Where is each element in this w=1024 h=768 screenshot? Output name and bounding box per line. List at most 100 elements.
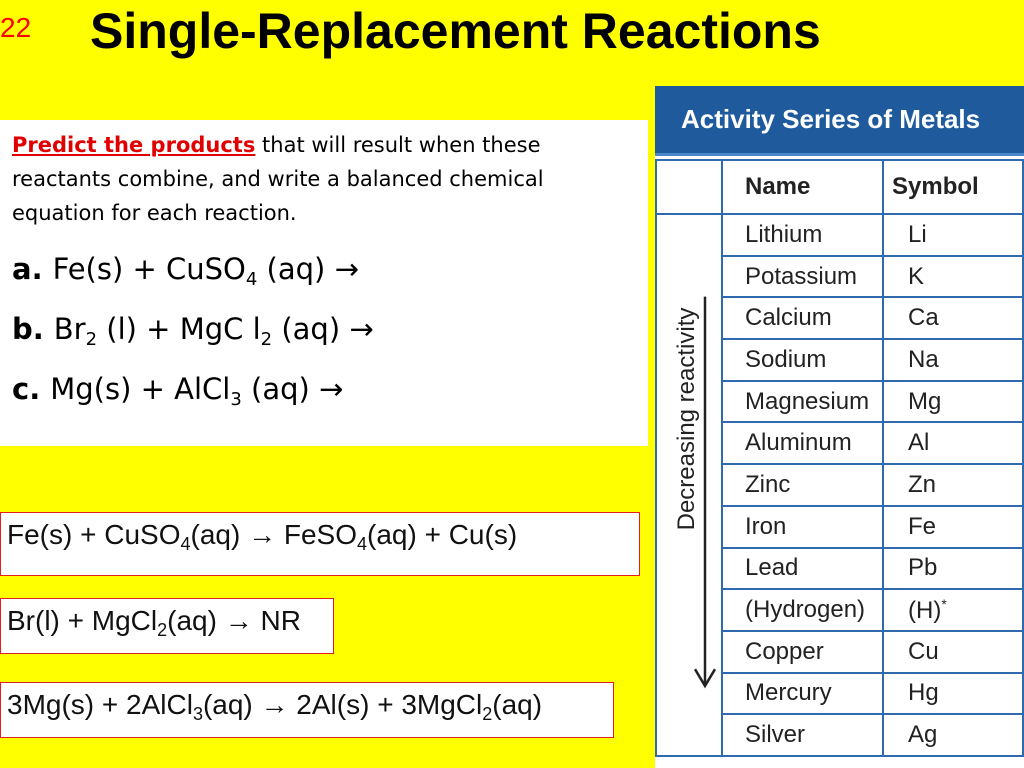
metals-table: Name Symbol Decreasing reactivity Lithium… — [655, 159, 1024, 757]
metal-symbol-cell: K — [882, 254, 1024, 299]
metal-name-cell: Calcium — [721, 296, 884, 341]
subscript: 2 — [157, 620, 168, 640]
reaction-c: c. Mg(s) + AlCl3 (aq) → — [12, 372, 636, 410]
slide-title: Single-Replacement Reactions — [90, 3, 821, 59]
metal-name-cell: Zinc — [721, 463, 884, 507]
metal-symbol: Ca — [908, 304, 939, 332]
reaction-label: a. — [12, 252, 43, 286]
metal-name-cell: Potassium — [721, 254, 884, 299]
subscript: 4 — [245, 269, 258, 290]
reaction-text: (l) + MgC l — [97, 312, 261, 346]
metal-symbol: Hg — [908, 679, 939, 707]
metal-symbol: Fe — [908, 512, 937, 540]
answer-text: (aq) → NR — [167, 605, 301, 636]
metal-symbol-cell: Ca — [882, 296, 1024, 341]
subscript: 2 — [482, 704, 493, 724]
metal-symbol-cell: Zn — [882, 463, 1024, 507]
metal-symbol: Al — [908, 429, 930, 457]
answer-text: (aq) — [492, 689, 543, 720]
metal-symbol-cell: Li — [882, 213, 1024, 257]
metal-symbol-cell: Mg — [882, 379, 1024, 424]
prompt-highlight: Predict the products — [12, 133, 256, 157]
table-row: Magnesium Mg — [656, 379, 1024, 424]
metal-symbol: Cu — [908, 637, 939, 665]
reaction-b: b. Br2 (l) + MgC l2 (aq) → — [12, 312, 636, 350]
metal-name-cell: Silver — [721, 713, 884, 757]
metal-name-cell: (Hydrogen) — [721, 588, 884, 632]
down-arrow-icon — [693, 296, 717, 689]
metal-name-cell: Iron — [721, 504, 884, 549]
activity-series-table: Activity Series of Metals Name Symbol De… — [655, 86, 1024, 768]
metal-symbol: Ag — [908, 721, 938, 749]
table-header-row: Name Symbol — [655, 159, 1024, 215]
reaction-text: Br — [53, 312, 86, 346]
answer-text: (aq) + Cu(s) — [367, 519, 518, 550]
metal-symbol-cell: Na — [882, 338, 1024, 382]
metal-name-cell: Lithium — [721, 213, 884, 257]
metal-name-cell: Copper — [721, 629, 884, 674]
metal-name-cell: Mercury — [721, 671, 884, 716]
reaction-label: b. — [12, 312, 44, 346]
reaction-text: Fe(s) + CuSO — [52, 252, 246, 286]
answer-text: 3Mg(s) + 2AlCl — [7, 689, 193, 720]
answer-a: Fe(s) + CuSO4(aq) → FeSO4(aq) + Cu(s) — [0, 512, 640, 576]
metal-symbol: Mg — [908, 387, 942, 415]
answer-text: Br(l) + MgCl — [7, 605, 158, 636]
table-row: Calcium Ca — [656, 296, 1024, 341]
table-row: Sodium Na — [656, 338, 1024, 382]
reaction-text: (aq) → — [257, 252, 359, 286]
table-row: Mercury Hg — [656, 671, 1024, 716]
table-row: Zinc Zn — [656, 463, 1024, 507]
answer-text: (aq) → 2Al(s) + 3MgCl — [202, 689, 483, 720]
metal-symbol: Li — [908, 220, 927, 248]
reactivity-indicator: Decreasing reactivity — [657, 215, 721, 755]
reaction-text: (aq) → — [272, 312, 374, 346]
metal-symbol-cell: Pb — [882, 546, 1024, 591]
subscript: 4 — [180, 534, 191, 554]
table-row: Copper Cu — [656, 629, 1024, 674]
slide-number: 22 — [0, 12, 32, 43]
reactivity-indicator-cell: Decreasing reactivity — [655, 213, 723, 757]
metal-symbol-cell: Hg — [882, 671, 1024, 716]
reaction-text: (aq) → — [241, 372, 344, 406]
subscript: 2 — [260, 329, 273, 350]
metal-symbol-cell: (H)* — [882, 588, 1024, 632]
activity-series-title: Activity Series of Metals — [655, 86, 1024, 156]
table-row: Silver Ag — [656, 713, 1024, 757]
name-column-header: Name — [721, 159, 884, 215]
subscript: 2 — [85, 329, 98, 350]
answer-text: Fe(s) + CuSO — [7, 519, 181, 550]
reaction-label: c. — [12, 372, 41, 406]
subscript: 4 — [356, 534, 367, 554]
metal-symbol-cell: Cu — [882, 629, 1024, 674]
table-row: (Hydrogen) (H)* — [656, 588, 1024, 632]
metal-name-cell: Aluminum — [721, 421, 884, 466]
metal-symbol: Zn — [908, 470, 937, 498]
metal-name-cell: Lead — [721, 546, 884, 591]
table-row: Aluminum Al — [656, 421, 1024, 466]
metal-name-cell: Magnesium — [721, 379, 884, 424]
metal-symbol: K — [908, 262, 925, 290]
reaction-a: a. Fe(s) + CuSO4 (aq) → — [12, 252, 636, 290]
table-row: Iron Fe — [656, 504, 1024, 549]
symbol-footnote-mark: * — [941, 595, 947, 612]
prompt-text: that will result when these reactants co… — [12, 133, 544, 225]
metal-symbol-cell: Fe — [882, 504, 1024, 549]
reactivity-header-cell — [655, 159, 723, 215]
table-row: Decreasing reactivity Lithium Li — [655, 213, 1024, 757]
metal-symbol: (H) — [908, 596, 942, 624]
table-row: Lead Pb — [656, 546, 1024, 591]
subscript: 3 — [192, 704, 203, 724]
metal-symbol-cell: Al — [882, 421, 1024, 466]
metal-symbol: Pb — [908, 554, 938, 582]
answer-b: Br(l) + MgCl2(aq) → NR — [0, 598, 334, 654]
answer-text: (aq) → FeSO — [190, 519, 357, 550]
metal-symbol: Na — [908, 345, 939, 373]
metal-name-cell: Sodium — [721, 338, 884, 382]
reaction-text: Mg(s) + AlCl — [50, 372, 231, 406]
answer-c: 3Mg(s) + 2AlCl3(aq) → 2Al(s) + 3MgCl2(aq… — [0, 682, 614, 738]
symbol-column-header: Symbol — [882, 159, 1024, 215]
reactivity-axis-label: Decreasing reactivity — [673, 307, 700, 531]
table-row: Potassium K — [656, 254, 1024, 299]
subscript: 3 — [230, 389, 242, 410]
